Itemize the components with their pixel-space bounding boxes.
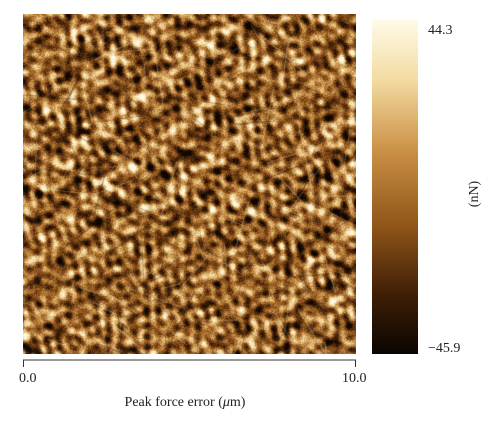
x-axis-label-mu: μ xyxy=(222,395,230,410)
x-axis-label-suffix: m) xyxy=(229,395,246,410)
colorbar-max-label: 44.3 xyxy=(428,23,453,38)
x-axis-label-prefix: Peak force error ( xyxy=(124,395,223,410)
afm-scan-image xyxy=(23,14,356,354)
colorbar-unit-label: (nN) xyxy=(467,180,482,208)
x-tick-label-max: 10.0 xyxy=(342,371,367,386)
colorbar-min-label: −45.9 xyxy=(428,341,461,356)
x-axis-label: Peak force error (μm) xyxy=(0,395,370,411)
x-tick-label-min: 0.0 xyxy=(19,371,37,386)
x-axis xyxy=(23,359,356,367)
colorbar xyxy=(372,20,418,354)
